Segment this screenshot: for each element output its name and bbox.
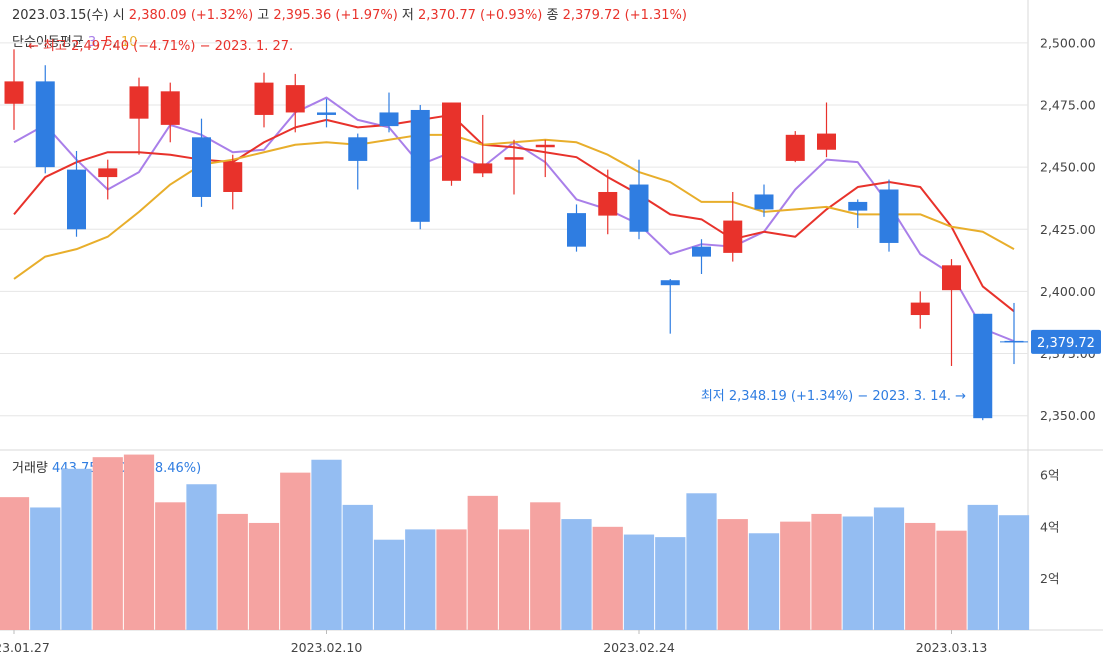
low-label: 저: [401, 8, 414, 23]
volume-bar: [248, 522, 280, 630]
close-value: 2,379.72 (+1.31%): [562, 8, 687, 23]
header-date: 2023.03.15(수): [12, 8, 109, 23]
price-tick-label: 2,425.00: [1040, 222, 1096, 237]
min-price-annotation: 최저 2,348.19 (+1.34%) − 2023. 3. 14. →: [701, 389, 966, 404]
candle-body: [223, 162, 243, 192]
candle-body: [35, 81, 55, 168]
volume-bar: [842, 516, 873, 630]
volume-bar: [436, 529, 467, 630]
volume-tick-label: 2억: [1040, 571, 1059, 586]
x-tick-label: 2023.03.13: [916, 640, 988, 655]
candle-body: [910, 302, 930, 316]
candle-body: [4, 81, 24, 104]
volume-bar: [717, 519, 748, 630]
volume-bar: [467, 495, 498, 630]
volume-bar: [655, 537, 686, 630]
volume-bar: [217, 513, 248, 630]
candle-body: [723, 220, 743, 253]
volume-tick-label: 6억: [1040, 468, 1059, 483]
candle-body: [317, 112, 336, 115]
volume-bar: [936, 530, 967, 630]
candle-body: [285, 85, 305, 113]
open-label: 시: [112, 8, 125, 23]
price-tick-label: 2,475.00: [1040, 97, 1096, 112]
volume-bar: [748, 533, 780, 630]
volume-bar: [280, 472, 311, 630]
candle-body: [973, 313, 993, 419]
candle-body: [567, 213, 586, 247]
open-value: 2,380.09 (+1.32%): [128, 8, 254, 23]
volume-bar: [561, 519, 592, 630]
volume-bar: [686, 493, 717, 630]
candle-body: [473, 163, 493, 174]
x-tick-label: 2023.02.10: [291, 640, 363, 655]
candle-body: [410, 109, 430, 222]
volume-legend-label: 거래량: [12, 461, 48, 476]
candle-body: [160, 91, 180, 125]
volume-bar: [92, 457, 123, 630]
candle-body: [254, 82, 274, 115]
volume-bar: [967, 504, 998, 630]
volume-bar: [498, 529, 530, 630]
candle-body: [848, 201, 868, 211]
candle-body: [817, 133, 836, 150]
candle-body: [942, 265, 961, 291]
volume-bar: [30, 507, 61, 630]
volume-bar: [623, 534, 655, 630]
low-value: 2,370.77 (+0.93%): [418, 8, 543, 23]
candle-body: [379, 112, 399, 127]
candle-body: [629, 184, 649, 232]
candle-body: [67, 169, 86, 230]
current-price-tag: [1031, 329, 1101, 354]
current-price-tag-label: 2,379.72: [1037, 336, 1095, 351]
candle-body: [442, 102, 461, 181]
volume-bar: [186, 484, 217, 630]
candle-body: [348, 137, 368, 161]
candle-body: [692, 246, 711, 257]
ma-line-3: [13, 96, 1015, 343]
price-tick-label: 2,400.00: [1040, 284, 1096, 299]
volume-bar: [592, 526, 623, 630]
volume-bar: [123, 454, 155, 630]
volume-bar: [811, 513, 842, 630]
volume-bar: [873, 507, 905, 630]
volume-bar: [405, 529, 436, 630]
candle-body: [754, 194, 774, 210]
volume-bar: [0, 497, 30, 630]
volume-bar: [155, 502, 186, 630]
high-value: 2,395.36 (+1.97%): [273, 8, 398, 23]
candle-body: [660, 280, 680, 286]
price-tick-label: 2,500.00: [1040, 35, 1096, 50]
close-label: 종: [546, 8, 559, 23]
volume-bar: [342, 504, 373, 630]
x-tick-label: 2023.02.24: [603, 640, 675, 655]
price-tick-label: 2,450.00: [1040, 160, 1096, 175]
volume-tick-label: 4억: [1040, 519, 1059, 534]
volume-bar: [311, 459, 342, 630]
candle-body: [535, 144, 555, 148]
volume-bar: [780, 521, 811, 630]
candle-body: [504, 157, 524, 160]
candle-body: [879, 189, 899, 243]
candle-body: [598, 191, 618, 216]
x-tick-label: 2023.01.27: [0, 640, 50, 655]
high-label: 고: [257, 8, 270, 23]
volume-bar: [998, 515, 1030, 630]
candle-body: [785, 134, 805, 161]
candle-body: [129, 86, 149, 119]
ohlc-header: 2023.03.15(수) 시 2,380.09 (+1.32%) 고 2,39…: [12, 4, 687, 23]
candle-body: [98, 168, 118, 178]
price-tick-label: 2,350.00: [1040, 408, 1096, 423]
candle-body: [192, 137, 211, 197]
max-price-annotation: ← 최고 2,497.40 (−4.71%) − 2023. 1. 27.: [28, 39, 293, 54]
volume-bar: [905, 522, 936, 630]
volume-bar: [373, 539, 405, 630]
volume-bar: [61, 468, 92, 630]
volume-bar: [530, 502, 561, 630]
